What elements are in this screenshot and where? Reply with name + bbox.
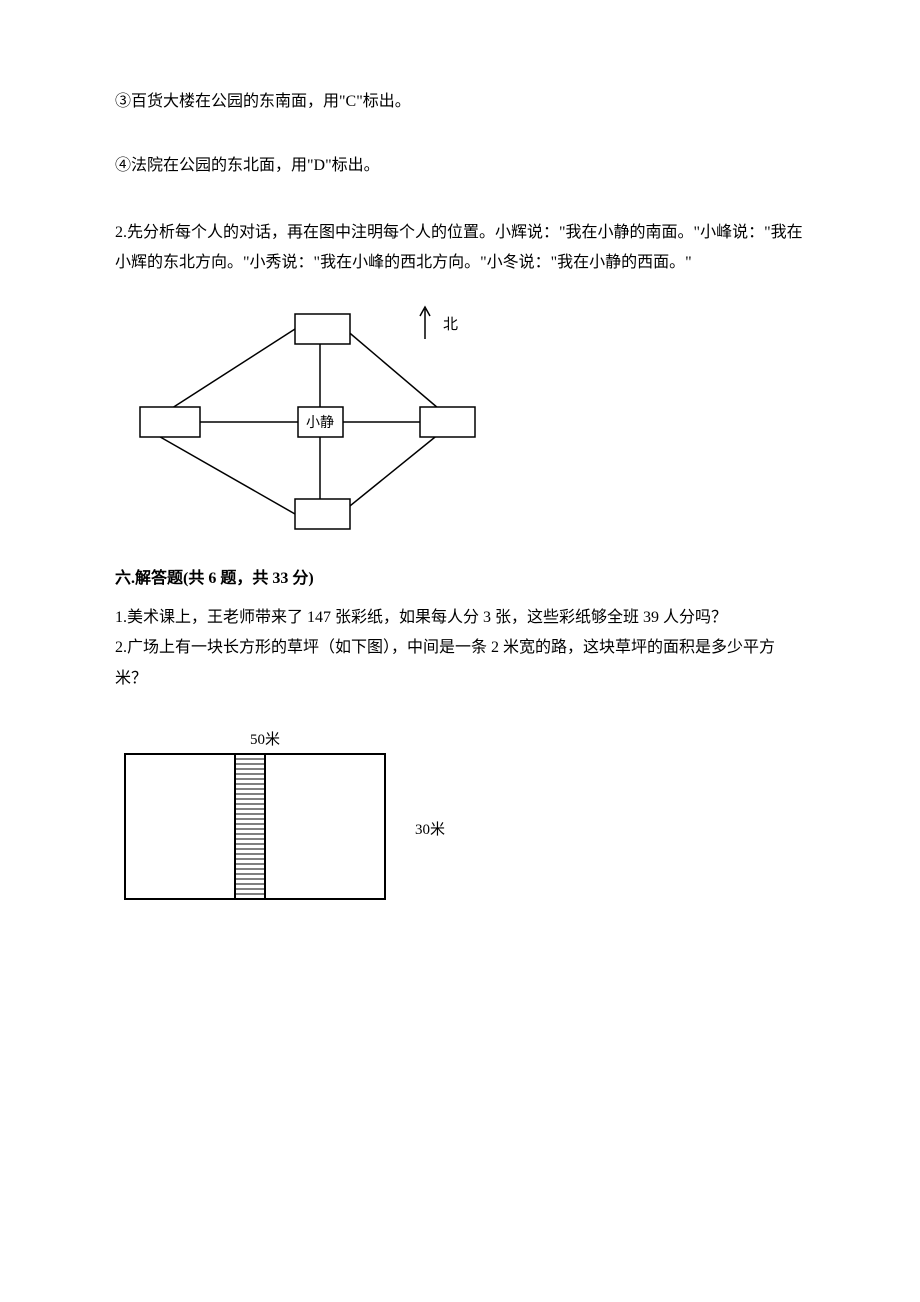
- position-diagram-svg: 小静 北: [115, 289, 515, 539]
- center-label: 小静: [306, 415, 334, 431]
- position-diagram: 小静 北: [115, 289, 805, 539]
- question-3-text: ③百货大楼在公园的东南面，用"C"标出。: [115, 90, 805, 114]
- right-label: 30米: [415, 821, 445, 838]
- lawn-diagram-svg: 50米: [115, 724, 455, 914]
- section-6-q1: 1.美术课上，王老师带来了 147 张彩纸，如果每人分 3 张，这些彩纸够全班 …: [115, 603, 805, 633]
- north-label: 北: [443, 316, 458, 333]
- section-6-questions: 1.美术课上，王老师带来了 147 张彩纸，如果每人分 3 张，这些彩纸够全班 …: [115, 603, 805, 694]
- section-6-title: 六.解答题(共 6 题，共 33 分): [115, 564, 805, 588]
- top-label: 50米: [250, 731, 280, 748]
- box-east: [420, 407, 475, 437]
- path-rect: [235, 754, 265, 899]
- box-north: [295, 314, 350, 344]
- page: ③百货大楼在公园的东南面，用"C"标出。 ④法院在公园的东北面，用"D"标出。 …: [0, 0, 920, 994]
- question-2-text: 2.先分析每个人的对话，再在图中注明每个人的位置。小辉说："我在小静的南面。"小…: [115, 218, 805, 279]
- section-6-q2: 2.广场上有一块长方形的草坪（如下图），中间是一条 2 米宽的路，这块草坪的面积…: [115, 633, 805, 694]
- box-south: [295, 499, 350, 529]
- box-west: [140, 407, 200, 437]
- question-4-text: ④法院在公园的东北面，用"D"标出。: [115, 154, 805, 178]
- lawn-diagram: 50米: [115, 724, 805, 914]
